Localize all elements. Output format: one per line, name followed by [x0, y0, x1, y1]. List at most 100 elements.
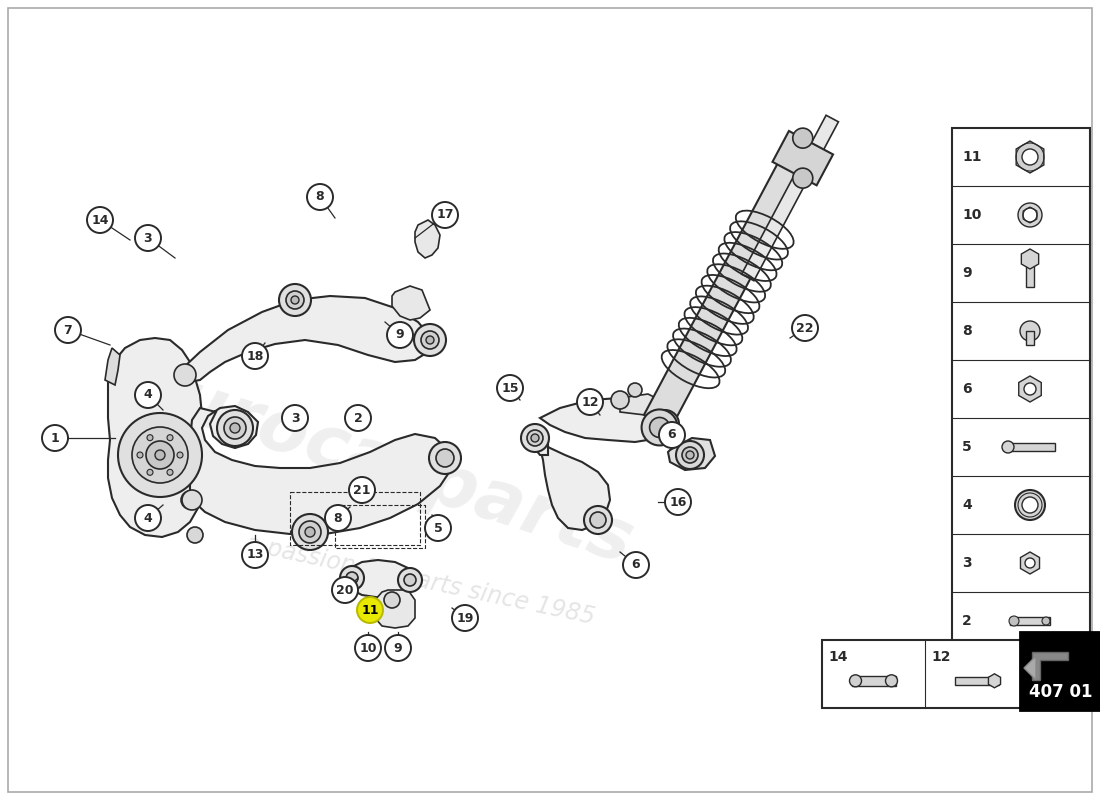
Circle shape	[42, 425, 68, 451]
Text: 9: 9	[962, 266, 971, 280]
Circle shape	[358, 597, 383, 623]
Text: 8: 8	[333, 511, 342, 525]
Circle shape	[404, 574, 416, 586]
Text: 3: 3	[290, 411, 299, 425]
Circle shape	[657, 416, 673, 432]
Circle shape	[1024, 383, 1036, 395]
Polygon shape	[108, 338, 202, 537]
Circle shape	[590, 512, 606, 528]
Text: 6: 6	[668, 429, 676, 442]
Circle shape	[87, 207, 113, 233]
Text: 1: 1	[51, 431, 59, 445]
Circle shape	[414, 324, 446, 356]
Bar	[1020, 632, 1100, 710]
Circle shape	[886, 674, 898, 686]
Text: 2: 2	[962, 614, 971, 628]
Text: 17: 17	[437, 209, 453, 222]
Circle shape	[146, 441, 174, 469]
Bar	[1026, 259, 1034, 287]
Polygon shape	[1032, 652, 1068, 680]
Circle shape	[531, 434, 539, 442]
Circle shape	[345, 405, 371, 431]
Circle shape	[299, 521, 321, 543]
Bar	[955, 677, 999, 685]
Circle shape	[177, 452, 183, 458]
Circle shape	[849, 674, 861, 686]
Circle shape	[497, 375, 522, 401]
Circle shape	[385, 635, 411, 661]
Text: 4: 4	[144, 511, 153, 525]
Text: 13: 13	[246, 549, 264, 562]
Circle shape	[1009, 616, 1019, 626]
Polygon shape	[375, 590, 415, 628]
Circle shape	[167, 470, 173, 475]
Circle shape	[355, 635, 381, 661]
Text: 16: 16	[669, 495, 686, 509]
Circle shape	[527, 430, 543, 446]
Polygon shape	[1021, 249, 1038, 269]
Circle shape	[666, 489, 691, 515]
Text: 11: 11	[361, 603, 378, 617]
Circle shape	[286, 291, 304, 309]
Circle shape	[793, 128, 813, 148]
Polygon shape	[668, 438, 715, 470]
Text: 8: 8	[962, 324, 971, 338]
Circle shape	[387, 322, 412, 348]
Text: 14: 14	[828, 650, 847, 664]
Polygon shape	[532, 428, 548, 455]
Circle shape	[425, 515, 451, 541]
Text: eurocarparts: eurocarparts	[119, 351, 641, 579]
Circle shape	[521, 424, 549, 452]
Circle shape	[676, 441, 704, 469]
Circle shape	[641, 410, 678, 446]
Circle shape	[132, 427, 188, 483]
Polygon shape	[343, 560, 415, 598]
Circle shape	[1022, 149, 1038, 165]
Text: 12: 12	[581, 395, 598, 409]
Text: 5: 5	[433, 522, 442, 534]
Polygon shape	[540, 398, 672, 442]
Bar	[1010, 617, 1050, 625]
Circle shape	[426, 336, 434, 344]
Bar	[851, 676, 895, 686]
Circle shape	[217, 410, 253, 446]
Bar	[822, 640, 1028, 708]
Polygon shape	[772, 131, 833, 186]
Circle shape	[628, 383, 642, 397]
Circle shape	[610, 391, 629, 409]
Circle shape	[682, 447, 698, 463]
Circle shape	[307, 184, 333, 210]
Circle shape	[55, 317, 81, 343]
Text: 22: 22	[796, 322, 814, 334]
Bar	[1005, 443, 1055, 451]
Circle shape	[578, 389, 603, 415]
Text: 10: 10	[962, 208, 981, 222]
Circle shape	[1023, 208, 1037, 222]
Polygon shape	[1024, 656, 1036, 680]
Circle shape	[224, 417, 246, 439]
Circle shape	[332, 577, 358, 603]
Circle shape	[793, 168, 813, 188]
Circle shape	[623, 552, 649, 578]
Polygon shape	[190, 406, 452, 534]
Circle shape	[1020, 321, 1040, 341]
Circle shape	[230, 423, 240, 433]
Circle shape	[452, 605, 478, 631]
Circle shape	[584, 506, 612, 534]
Circle shape	[398, 568, 422, 592]
Circle shape	[1018, 203, 1042, 227]
Circle shape	[1025, 558, 1035, 568]
Circle shape	[147, 434, 153, 441]
Polygon shape	[644, 141, 816, 429]
Circle shape	[384, 592, 400, 608]
Polygon shape	[741, 115, 838, 281]
Circle shape	[792, 315, 818, 341]
Circle shape	[242, 542, 268, 568]
Circle shape	[135, 505, 161, 531]
Text: 20: 20	[337, 583, 354, 597]
Text: 19: 19	[456, 611, 474, 625]
Text: 15: 15	[502, 382, 519, 394]
Text: 407 01: 407 01	[1030, 683, 1092, 701]
Bar	[952, 128, 1090, 650]
Circle shape	[686, 451, 694, 459]
